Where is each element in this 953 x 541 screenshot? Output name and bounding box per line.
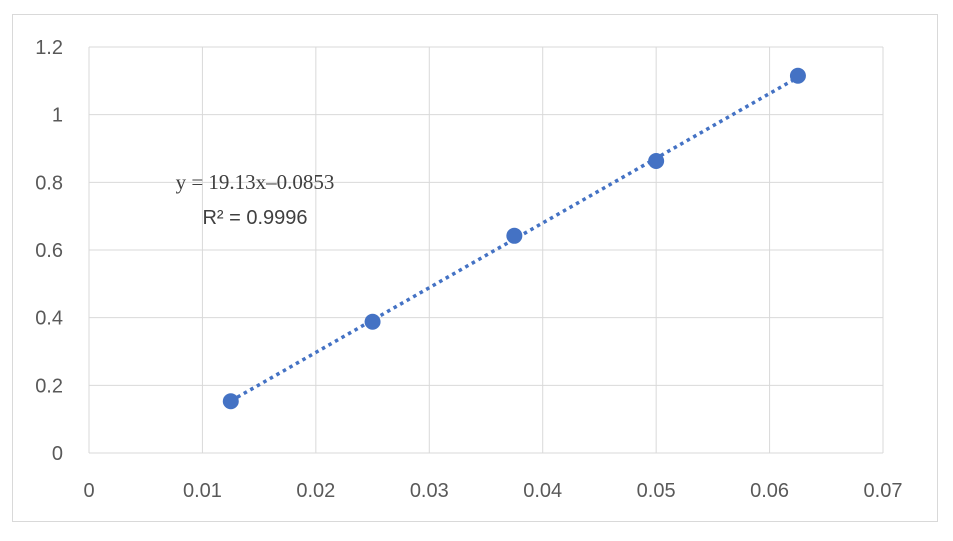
y-axis-ticks: 0 0.2 0.4 0.6 0.8 1 1.2 [35,37,63,465]
y-tick-label: 1 [52,105,63,127]
x-tick-label: 0.06 [750,480,789,502]
y-tick-label: 1.2 [35,37,63,59]
data-point [364,313,381,330]
chart-frame [12,14,938,522]
data-points [222,67,806,410]
data-point [506,227,523,244]
x-tick-label: 0.05 [637,480,676,502]
y-tick-label: 0.2 [35,375,63,397]
y-tick-label: 0.6 [35,240,63,262]
y-tick-label: 0.4 [35,308,63,330]
x-tick-label: 0.01 [183,480,222,502]
x-tick-label: 0.02 [296,480,335,502]
data-point [648,153,665,170]
y-tick-label: 0.8 [35,172,63,194]
data-point [789,67,806,84]
r-squared-label: R² = 0.9996 [202,207,307,229]
x-tick-label: 0 [83,480,94,502]
x-tick-label: 0.07 [864,480,903,502]
trendline-equation: y = 19.13x–0.0853 [176,170,335,194]
x-axis-ticks: 0 0.01 0.02 0.03 0.04 0.05 0.06 0.07 [83,480,902,502]
data-point [222,393,239,410]
x-tick-label: 0.04 [523,480,562,502]
x-tick-label: 0.03 [410,480,449,502]
y-tick-label: 0 [52,443,63,465]
gridlines [88,46,884,454]
